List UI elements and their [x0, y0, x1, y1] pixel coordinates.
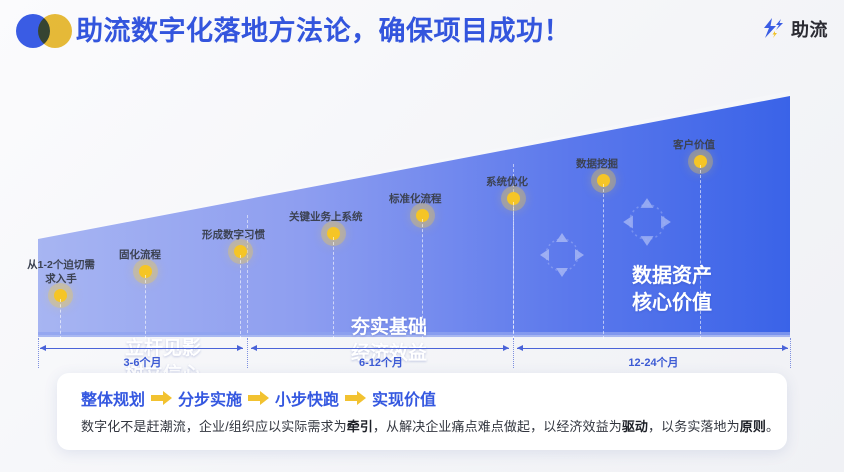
stage-divider-2 [513, 164, 514, 333]
milestone-dot [138, 264, 152, 278]
axis-range-1 [40, 345, 243, 351]
methodology-chart: 从1-2个迫切需求入手 固化流程 形成数字习惯 关键业务上系统 标准化流 [0, 63, 844, 385]
steps-row: 整体规划 分步实施 小步快跑 实现价值 [81, 386, 436, 410]
milestone-label: 客户价值 [673, 139, 715, 151]
axis-label-1: 3-6个月 [123, 357, 162, 369]
summary-card: 整体规划 分步实施 小步快跑 实现价值 数字化不是赶潮流，企业/组织应以实际需求… [57, 373, 787, 450]
milestone-label: 从1-2个迫切需求入手 [27, 259, 95, 285]
timeline-axis: 3-6个月 6-12个月 12-24个月 [0, 338, 844, 372]
milestone-label: 固化流程 [119, 249, 161, 261]
milestone-label: 系统优化 [486, 176, 528, 188]
milestone-dot [596, 173, 610, 187]
milestone-stem [144, 275, 146, 339]
page-title: 助流数字化落地方法论，确保项目成功！ [76, 16, 571, 46]
rotating-arrows-icon-2 [621, 196, 673, 253]
axis-range-3 [517, 345, 788, 351]
step-3: 小步快跑 [275, 392, 340, 409]
milestone-stem [332, 237, 334, 339]
stage-heading-3-line2: 核心价值 [632, 292, 712, 314]
description-text: 数字化不是赶潮流，企业/组织应以实际需求为 [81, 419, 347, 434]
stage-heading-2-line2: 经济效益 [350, 342, 427, 364]
milestone-dot [233, 244, 247, 258]
milestone-dot [506, 191, 520, 205]
axis-label-2: 6-12个月 [358, 357, 404, 369]
milestone-stem [699, 165, 701, 339]
axis-range-2 [251, 345, 509, 351]
milestone-stem [59, 299, 61, 339]
logo-circle-yellow [38, 14, 72, 48]
step-4: 实现价值 [372, 392, 437, 409]
lightning-icon [760, 16, 786, 42]
step-2: 分步实施 [178, 392, 243, 409]
milestone-label: 标准化流程 [389, 193, 442, 205]
arrow-right-icon-1 [151, 391, 173, 405]
axis-tick-start [38, 338, 39, 368]
axis-tick-end [790, 338, 791, 368]
description-text: ，以务实落地为 [648, 419, 740, 434]
summary-description: 数字化不是赶潮流，企业/组织应以实际需求为牵引，从解决企业痛点难点做起，以经济效… [81, 417, 779, 437]
ramp-shape [38, 91, 790, 338]
description-emphasis: 原则 [739, 419, 766, 434]
milestone-dot [415, 208, 429, 222]
ramp-area: 从1-2个迫切需求入手 固化流程 形成数字习惯 关键业务上系统 标准化流 [0, 63, 844, 385]
axis-tick-1 [247, 338, 248, 368]
brand-name: 助流 [791, 20, 828, 40]
description-emphasis: 驱动 [621, 419, 649, 434]
stage-divider-1 [247, 215, 248, 333]
stage-heading-2: 夯实基础 经济效益 [308, 315, 470, 366]
milestone-stem [512, 202, 514, 339]
stage-heading-3-line1: 数据资产 [632, 265, 712, 287]
brand-circles-logo [16, 14, 72, 48]
milestone-stem [239, 255, 241, 339]
arrow-right-icon-2 [248, 391, 270, 405]
description-text: ，从解决企业痛点难点做起，以经济效益为 [372, 419, 622, 434]
axis-label-3: 12-24个月 [628, 357, 679, 369]
stage-heading-3: 数据资产 核心价值 [592, 263, 752, 317]
brand-lockup: 助流 [760, 16, 828, 42]
description-emphasis: 牵引 [346, 419, 373, 434]
axis-tick-2 [513, 338, 514, 368]
milestone-label: 数据挖掘 [576, 158, 618, 170]
milestone-stem [602, 184, 604, 339]
header: 助流数字化落地方法论，确保项目成功！ 助流 [0, 0, 844, 63]
arrow-right-icon-3 [345, 391, 367, 405]
stage-heading-2-line1: 夯实基础 [350, 317, 427, 338]
step-1: 整体规划 [81, 392, 146, 409]
rotating-arrows-icon [538, 231, 586, 284]
milestone-label: 关键业务上系统 [289, 211, 363, 223]
milestone-stem [421, 219, 423, 339]
milestone-label: 形成数字习惯 [202, 229, 265, 241]
milestone-dot [53, 288, 67, 302]
milestone-dot [326, 226, 340, 240]
description-text: 。 [765, 419, 780, 434]
milestone-dot [693, 154, 707, 168]
